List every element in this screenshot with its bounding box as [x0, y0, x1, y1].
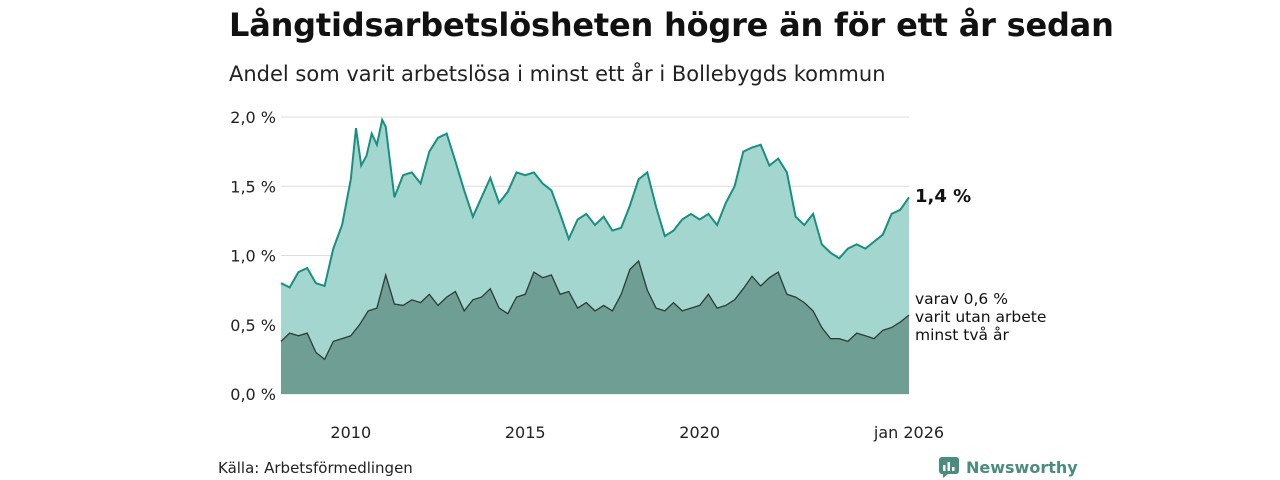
chart-subtitle: Andel som varit arbetslösa i minst ett å…: [229, 62, 886, 86]
line-two-year-plus: [280, 259, 910, 361]
brand-logo[interactable]: Newsworthy: [938, 456, 1078, 478]
y-axis-ticks: 0,0 % 0,5 % 1,0 % 1,5 % 2,0 %: [230, 108, 276, 404]
brand-name: Newsworthy: [966, 457, 1078, 477]
chart-title: Långtidsarbetslösheten högre än för ett …: [229, 6, 1114, 44]
y-tick-label: 2,0 %: [230, 108, 276, 127]
x-tick-label: jan 2026: [873, 423, 944, 442]
last-value-label: 1,4 %: [915, 186, 972, 207]
sub-series-label-line1: varav 0,6 %: [915, 290, 1008, 308]
x-axis-ticks: 2010 2015 2020 jan 2026: [330, 423, 944, 442]
sub-series-label: varav 0,6 % varit utan arbete minst två …: [915, 290, 1046, 344]
sub-series-label-line3: minst två år: [915, 326, 1009, 344]
y-tick-label: 0,0 %: [230, 385, 276, 404]
area-two-year-plus: [281, 261, 909, 394]
newsworthy-icon: [939, 457, 959, 478]
y-tick-label: 0,5 %: [230, 316, 276, 335]
source-note: Källa: Arbetsförmedlingen: [218, 459, 413, 477]
y-tick-label: 1,5 %: [230, 177, 276, 196]
x-tick-label: 2015: [505, 423, 546, 442]
sub-series-label-line2: varit utan arbete: [915, 308, 1047, 326]
y-tick-label: 1,0 %: [230, 247, 276, 266]
x-tick-label: 2020: [679, 423, 720, 442]
x-tick-label: 2010: [330, 423, 371, 442]
line-total-long-term: [280, 116, 910, 289]
